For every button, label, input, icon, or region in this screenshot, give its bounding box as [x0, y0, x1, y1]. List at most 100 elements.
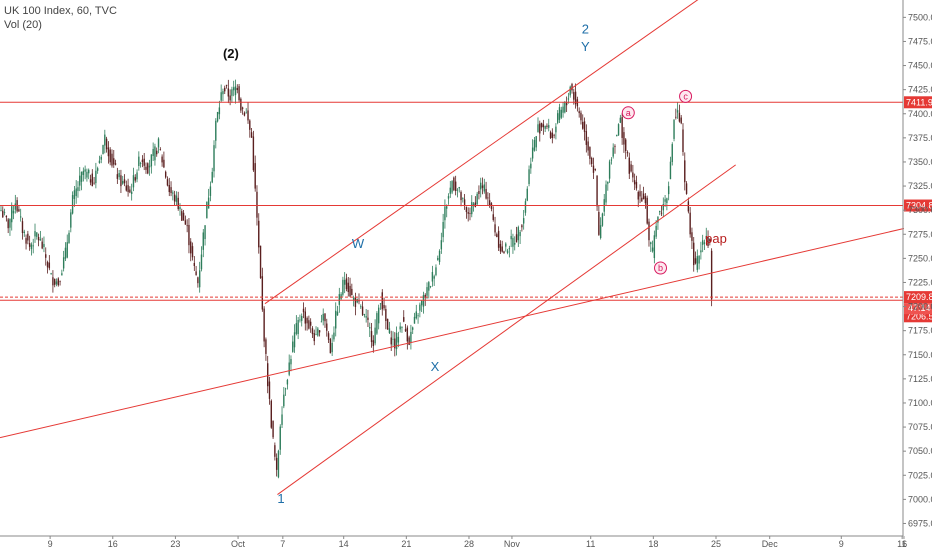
volume-indicator-label[interactable]: Vol (20) [4, 19, 42, 31]
candle-body [89, 179, 92, 183]
candle-body [14, 203, 17, 210]
candle-body [422, 295, 425, 307]
candle-body [147, 163, 149, 174]
candle-body [181, 211, 183, 221]
price-tick-label: 7200.0 [908, 302, 932, 312]
candle-body [460, 192, 462, 201]
candle-body [55, 281, 58, 285]
candle-body [21, 221, 24, 234]
candle-body [138, 156, 140, 166]
symbol-title[interactable]: UK 100 Index, 60, TVC [4, 5, 117, 17]
candle-body [352, 297, 355, 301]
candle-body [170, 187, 172, 194]
candle-body [431, 272, 434, 282]
price-tick-label: 7025.0 [908, 470, 932, 480]
candle-body [399, 326, 401, 330]
candle-body [327, 333, 330, 340]
candle-body [617, 124, 620, 136]
candle-body [406, 327, 409, 342]
candle-body [283, 394, 285, 407]
wave-label: X [431, 359, 440, 374]
candle-body [412, 327, 414, 330]
candle-body [376, 313, 378, 334]
candle-body [204, 225, 206, 239]
candle-body [234, 86, 237, 96]
candle-body [471, 202, 473, 215]
time-tick-label: 7 [280, 539, 285, 549]
trend-line [0, 227, 905, 439]
candle-body [172, 192, 174, 194]
candle-body [168, 184, 170, 193]
candle-body [317, 328, 319, 336]
candle-body [447, 196, 450, 199]
candle-body [510, 236, 512, 240]
chart-header: UK 100 Index, 60, TVC Vol (20) [4, 4, 117, 32]
price-tag [904, 291, 932, 304]
candle-body [111, 153, 113, 166]
candle-body [70, 212, 72, 228]
candle-body [45, 254, 47, 258]
candle-body [263, 308, 265, 342]
candle-body [415, 311, 417, 319]
candle-body [442, 222, 444, 238]
candle-body [164, 171, 167, 178]
candle-body [623, 132, 625, 145]
candle-body [320, 321, 323, 323]
candle-body [313, 333, 315, 342]
candle-body [116, 174, 119, 179]
candle-body [556, 113, 559, 123]
candle-body [675, 116, 677, 118]
candle-body [236, 88, 238, 91]
candle-body [61, 273, 63, 276]
candle-body [93, 182, 95, 184]
candle-body [564, 102, 566, 113]
candle-body [241, 107, 244, 109]
candle-body [64, 247, 67, 259]
time-axis[interactable]: 9 16 23 Oct 7 14 21 28 Nov 11 18 25 Dec 9 161 [0, 535, 907, 549]
candle-body [120, 175, 122, 187]
candle-body [528, 169, 530, 185]
candle-body [546, 125, 548, 127]
price-tag [904, 96, 932, 109]
price-tag [904, 199, 932, 212]
candle-body [134, 177, 136, 181]
trend-line [264, 0, 699, 305]
candle-body [322, 313, 324, 321]
candle-body [625, 139, 627, 152]
candle-body [177, 197, 179, 210]
candle-body [374, 327, 376, 344]
candle-body [390, 337, 392, 345]
candle-body [598, 212, 600, 235]
candle-body [275, 457, 278, 470]
candle-body [689, 212, 691, 235]
candle-body [555, 126, 557, 133]
candle-body [109, 149, 111, 163]
candle-body [113, 158, 115, 165]
candle-body [143, 158, 145, 166]
candle-body [673, 119, 675, 139]
candle-body [574, 91, 577, 105]
price-tick-label: 7500.0 [908, 12, 932, 22]
candle-body [404, 329, 407, 332]
time-tick-label: Nov [504, 539, 521, 549]
candle-body [630, 164, 632, 172]
candle-body [687, 201, 690, 212]
price-tick-label: 7400.0 [908, 109, 932, 119]
price-axis[interactable]: 6975.0 7000.0 7025.0 7050.0 7075.0 7100.0 7125… [902, 0, 932, 536]
candle-body [343, 279, 346, 285]
candle-body [700, 250, 702, 253]
candle-body [224, 87, 226, 92]
time-tick-label: 16 [108, 539, 118, 549]
candle-body [161, 156, 163, 163]
candle-body [610, 159, 613, 161]
candle-body [292, 341, 294, 352]
candle-body [175, 195, 178, 202]
candle-body [565, 102, 568, 106]
candle-body [125, 185, 127, 191]
candle-body [535, 136, 537, 148]
wave-circle-label: b [658, 263, 663, 273]
candle-body [693, 242, 695, 266]
candle-body [614, 146, 616, 148]
candle-body [463, 199, 466, 206]
